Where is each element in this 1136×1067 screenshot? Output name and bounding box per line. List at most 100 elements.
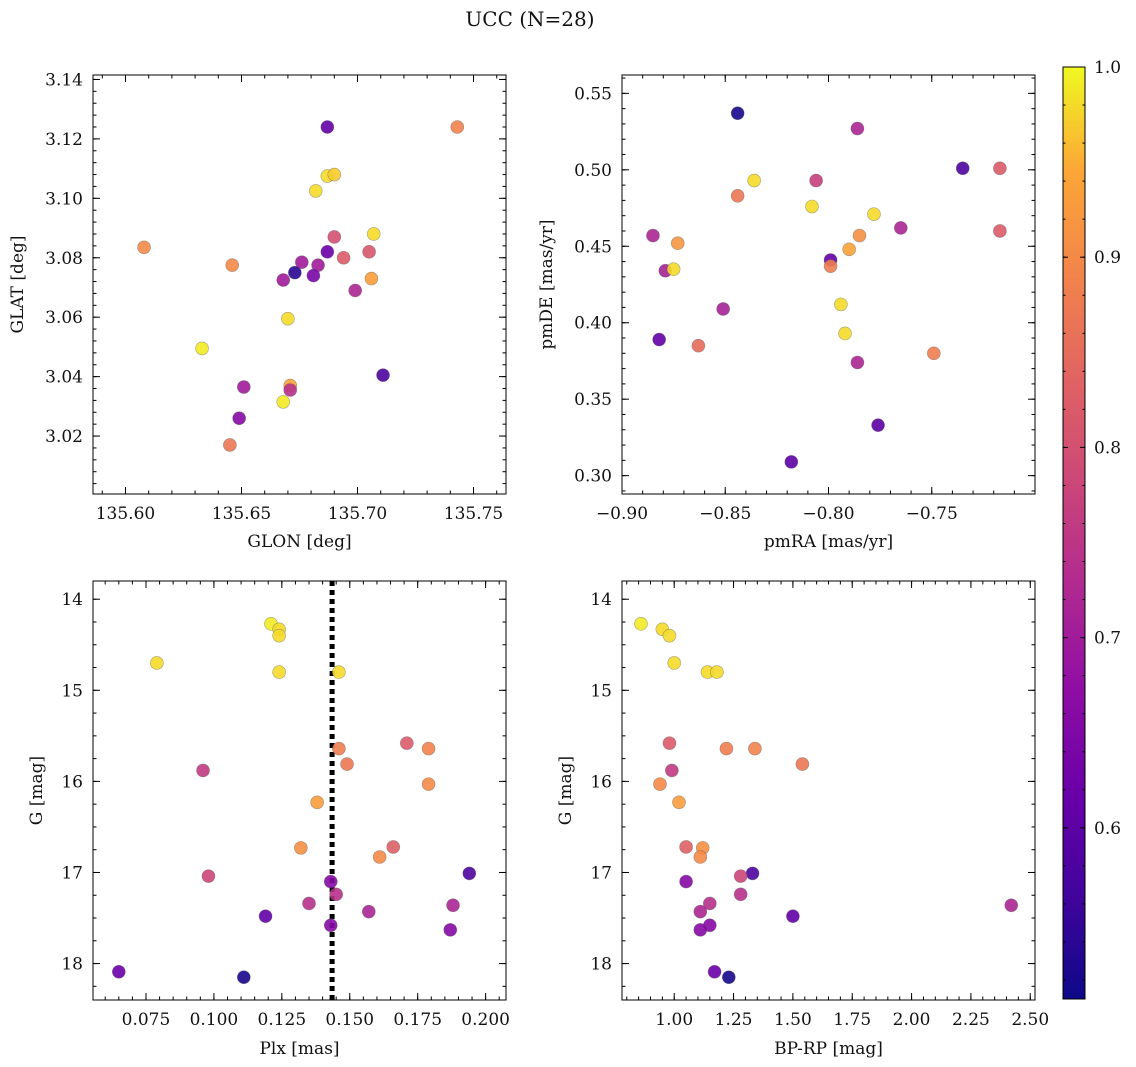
points-layer	[137, 120, 465, 452]
scatter-point	[838, 326, 852, 341]
ticks-layer: 1.00 1.25 1.50 1.75 2.00 2.25 2.50 14 15 16 17 18	[590, 581, 1049, 1030]
scatter-point	[646, 228, 660, 243]
scatter-point	[679, 874, 693, 889]
scatter-point	[710, 665, 724, 679]
scatter-point	[308, 184, 323, 198]
plot-area-bg	[93, 581, 506, 1000]
y-tick-label: 0.45	[574, 237, 612, 257]
scatter-point	[306, 268, 321, 283]
y-axis-label: G [mag]	[27, 756, 47, 825]
x-tick-label: 0.075	[122, 1010, 171, 1030]
scatter-point	[446, 898, 460, 913]
scatter-point	[372, 850, 387, 864]
colorbar-tick-label: 0.6	[1094, 819, 1121, 839]
scatter-point	[236, 970, 251, 985]
y-tick-label: 3.02	[45, 427, 83, 447]
scatter-point	[150, 656, 164, 670]
scatter-point	[993, 161, 1007, 176]
scatter-point	[201, 869, 216, 883]
scatter-point	[665, 763, 679, 778]
scatter-point	[225, 258, 240, 272]
scatter-point	[323, 874, 338, 889]
y-tick-label: 3.10	[45, 189, 83, 209]
scatter-point	[842, 242, 856, 257]
x-axis-label: GLON [deg]	[247, 532, 351, 552]
y-axis-label: pmDE [mas/yr]	[537, 219, 557, 349]
scatter-point	[376, 368, 390, 382]
y-tick-label: 3.06	[45, 308, 83, 328]
scatter-point	[672, 795, 686, 810]
plot-frame	[621, 74, 1036, 495]
scatter-point	[707, 964, 722, 979]
y-tick-label: 0.55	[574, 84, 612, 104]
scatter-point	[443, 923, 458, 937]
colorbar-tick-label: 1.0	[1094, 58, 1121, 78]
scatter-point	[348, 283, 362, 298]
panel-glon-glat: 135.60 135.65 135.70 135.75 3.02 3.04 3.06 3.08…	[8, 70, 507, 552]
scatter-point	[281, 311, 295, 326]
plot-area-bg	[622, 581, 1035, 1000]
x-tick-label: 1.00	[655, 1010, 693, 1030]
scatter-point	[850, 121, 865, 136]
scatter-point	[112, 964, 126, 979]
x-tick-label: 2.50	[1011, 1010, 1049, 1030]
scatter-point	[653, 777, 667, 791]
y-axis-label: G [mag]	[556, 756, 576, 825]
y-tick-label: 0.35	[574, 390, 612, 410]
points-layer	[112, 581, 477, 1000]
x-tick-label: −0.80	[802, 504, 854, 524]
y-tick-label: 14	[61, 590, 83, 610]
scatter-point	[137, 240, 151, 255]
scatter-point	[716, 302, 730, 316]
x-tick-label: 1.75	[833, 1010, 871, 1030]
scatter-point	[719, 741, 734, 756]
scatter-point	[733, 887, 748, 902]
scatter-point	[327, 167, 342, 182]
scatter-point	[927, 346, 941, 361]
x-tick-label: −0.75	[906, 504, 958, 524]
scatter-point	[823, 259, 838, 273]
scatter-point	[1004, 898, 1019, 913]
scatter-point	[340, 757, 354, 771]
scatter-point	[196, 763, 210, 778]
x-tick-label: 0.125	[258, 1010, 307, 1030]
x-tick-label: 0.100	[190, 1010, 239, 1030]
scatter-point	[272, 628, 286, 643]
scatter-point	[703, 896, 717, 911]
scatter-point	[332, 665, 346, 679]
x-axis-label: pmRA [mas/yr]	[764, 532, 893, 552]
scatter-point	[361, 904, 376, 919]
scatter-point	[232, 411, 246, 426]
scatter-point	[237, 380, 251, 394]
x-tick-label: −0.85	[699, 504, 751, 524]
scatter-point	[450, 120, 465, 134]
scatter-point	[871, 418, 885, 432]
scatter-point	[362, 245, 376, 259]
ticks-layer: 0.075 0.100 0.125 0.150 0.175 0.200 14 15 16 17 18	[61, 581, 510, 1030]
scatter-point	[332, 741, 346, 756]
scatter-point	[386, 840, 401, 854]
ticks-layer: −0.90 −0.85 −0.80 −0.75 0.30 0.35 0.40 0.45 0.50…	[574, 75, 1036, 524]
scatter-point	[852, 228, 867, 243]
scatter-point	[320, 245, 335, 259]
colorbar-tick-label: 0.7	[1094, 629, 1121, 649]
y-tick-label: 3.12	[45, 130, 83, 150]
panel-bprp-g: 1.00 1.25 1.50 1.75 2.00 2.25 2.50 14 15 16 17 18 B…	[556, 580, 1049, 1059]
scatter-point	[294, 841, 308, 855]
points-layer	[634, 617, 1019, 985]
points-layer	[646, 106, 1007, 469]
scatter-point	[730, 189, 745, 203]
scatter-point	[327, 230, 342, 244]
x-tick-label: −0.90	[596, 504, 648, 524]
x-tick-label: 135.65	[212, 504, 271, 524]
scatter-point	[276, 273, 291, 287]
scatter-point	[364, 271, 379, 286]
scatter-point	[195, 341, 209, 356]
scatter-point	[421, 777, 436, 791]
plot-area-bg	[622, 75, 1035, 494]
scatter-point	[784, 455, 799, 469]
scatter-point	[366, 227, 381, 241]
x-tick-label: 0.150	[325, 1010, 374, 1030]
scatter-point	[652, 332, 666, 347]
scatter-point	[748, 741, 762, 756]
